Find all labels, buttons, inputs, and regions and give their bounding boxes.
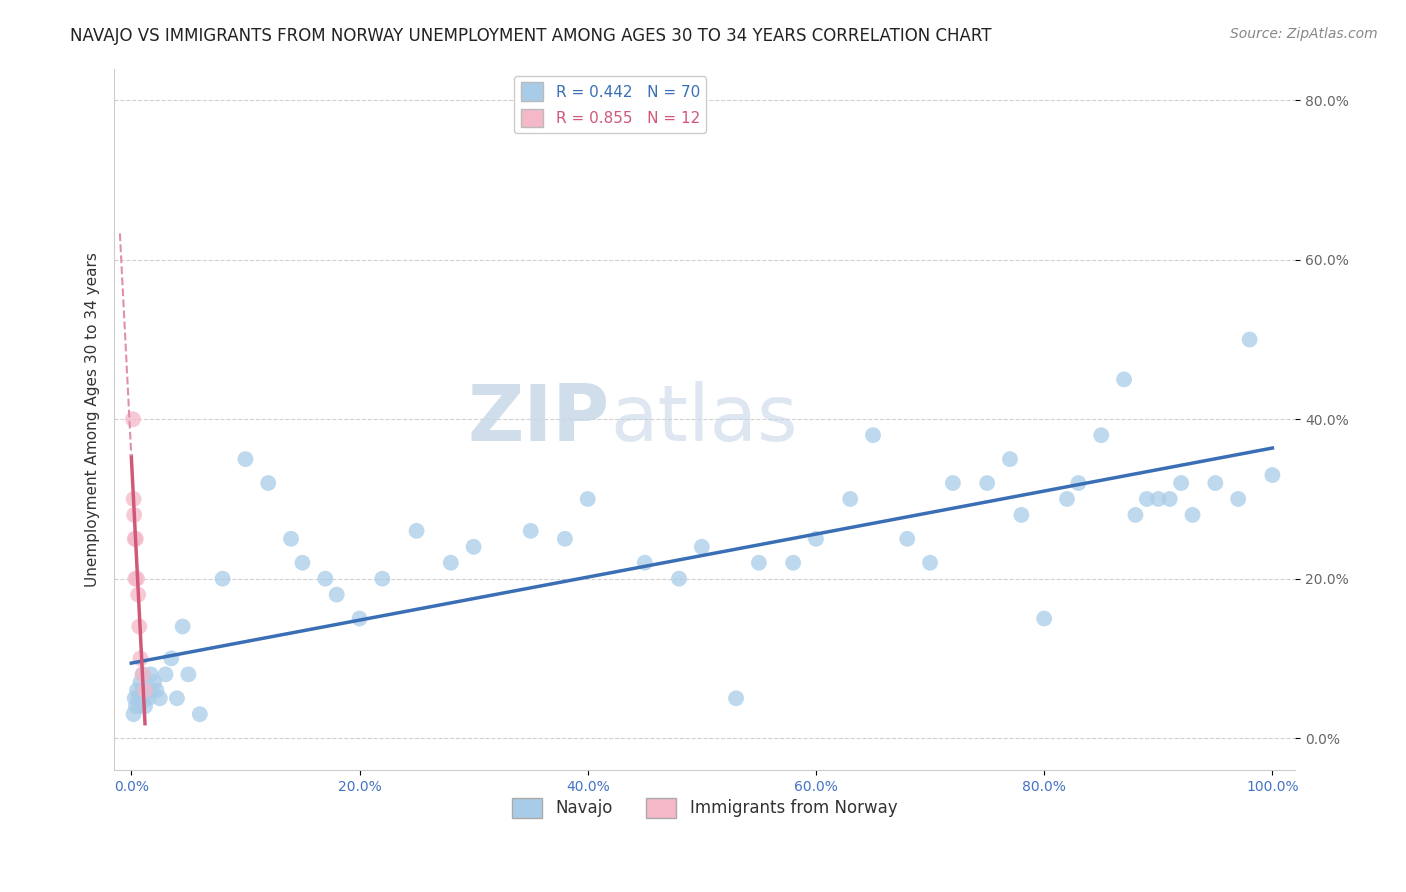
Point bbox=[160, 651, 183, 665]
Y-axis label: Unemployment Among Ages 30 to 34 years: Unemployment Among Ages 30 to 34 years bbox=[86, 252, 100, 587]
Point bbox=[132, 667, 155, 681]
Point bbox=[998, 452, 1021, 467]
Point bbox=[125, 683, 148, 698]
Point bbox=[440, 556, 463, 570]
Point bbox=[1147, 491, 1170, 506]
Point bbox=[124, 691, 146, 706]
Point bbox=[122, 707, 145, 722]
Point bbox=[141, 683, 163, 698]
Point bbox=[349, 611, 371, 625]
Point bbox=[554, 532, 576, 546]
Point bbox=[138, 691, 160, 706]
Point bbox=[896, 532, 918, 546]
Point bbox=[976, 476, 998, 491]
Point bbox=[125, 572, 148, 586]
Point bbox=[668, 572, 690, 586]
Point bbox=[371, 572, 394, 586]
Point bbox=[124, 572, 146, 586]
Point bbox=[1204, 476, 1226, 491]
Point bbox=[1159, 491, 1181, 506]
Point bbox=[166, 691, 188, 706]
Point bbox=[124, 532, 146, 546]
Point bbox=[1010, 508, 1032, 522]
Point bbox=[1056, 491, 1078, 506]
Point bbox=[576, 491, 599, 506]
Point bbox=[748, 556, 770, 570]
Text: ZIP: ZIP bbox=[468, 381, 610, 458]
Point bbox=[1067, 476, 1090, 491]
Point bbox=[122, 491, 145, 506]
Text: NAVAJO VS IMMIGRANTS FROM NORWAY UNEMPLOYMENT AMONG AGES 30 TO 34 YEARS CORRELAT: NAVAJO VS IMMIGRANTS FROM NORWAY UNEMPLO… bbox=[70, 27, 991, 45]
Point bbox=[172, 619, 194, 633]
Point bbox=[1239, 333, 1261, 347]
Point bbox=[463, 540, 485, 554]
Point bbox=[325, 588, 347, 602]
Point bbox=[1090, 428, 1112, 442]
Point bbox=[143, 675, 166, 690]
Point bbox=[128, 699, 150, 714]
Point bbox=[804, 532, 827, 546]
Point bbox=[1112, 372, 1135, 386]
Point bbox=[405, 524, 427, 538]
Point bbox=[257, 476, 280, 491]
Point bbox=[1033, 611, 1056, 625]
Point bbox=[155, 667, 177, 681]
Point bbox=[135, 683, 157, 698]
Point bbox=[634, 556, 657, 570]
Point bbox=[839, 491, 862, 506]
Point bbox=[132, 683, 155, 698]
Point bbox=[139, 667, 162, 681]
Point bbox=[1125, 508, 1147, 522]
Point bbox=[235, 452, 257, 467]
Point bbox=[134, 683, 156, 698]
Point bbox=[129, 651, 152, 665]
Point bbox=[291, 556, 314, 570]
Point bbox=[131, 691, 153, 706]
Text: atlas: atlas bbox=[610, 381, 797, 458]
Point bbox=[132, 667, 155, 681]
Point bbox=[1170, 476, 1192, 491]
Point bbox=[314, 572, 336, 586]
Point bbox=[128, 619, 150, 633]
Point bbox=[782, 556, 804, 570]
Point bbox=[134, 699, 156, 714]
Point bbox=[1181, 508, 1204, 522]
Point bbox=[149, 691, 172, 706]
Point bbox=[145, 683, 167, 698]
Point bbox=[1227, 491, 1250, 506]
Text: Source: ZipAtlas.com: Source: ZipAtlas.com bbox=[1230, 27, 1378, 41]
Point bbox=[129, 675, 152, 690]
Point bbox=[862, 428, 884, 442]
Point bbox=[127, 691, 149, 706]
Point bbox=[122, 508, 145, 522]
Point bbox=[177, 667, 200, 681]
Point bbox=[690, 540, 713, 554]
Point bbox=[1136, 491, 1159, 506]
Point bbox=[127, 588, 149, 602]
Point bbox=[211, 572, 233, 586]
Point bbox=[519, 524, 541, 538]
Legend: Navajo, Immigrants from Norway: Navajo, Immigrants from Norway bbox=[506, 791, 904, 825]
Point bbox=[280, 532, 302, 546]
Point bbox=[132, 691, 155, 706]
Point bbox=[942, 476, 965, 491]
Point bbox=[1261, 468, 1284, 483]
Point bbox=[122, 412, 145, 426]
Point bbox=[725, 691, 748, 706]
Point bbox=[920, 556, 942, 570]
Point bbox=[188, 707, 211, 722]
Point bbox=[125, 532, 148, 546]
Point bbox=[125, 699, 148, 714]
